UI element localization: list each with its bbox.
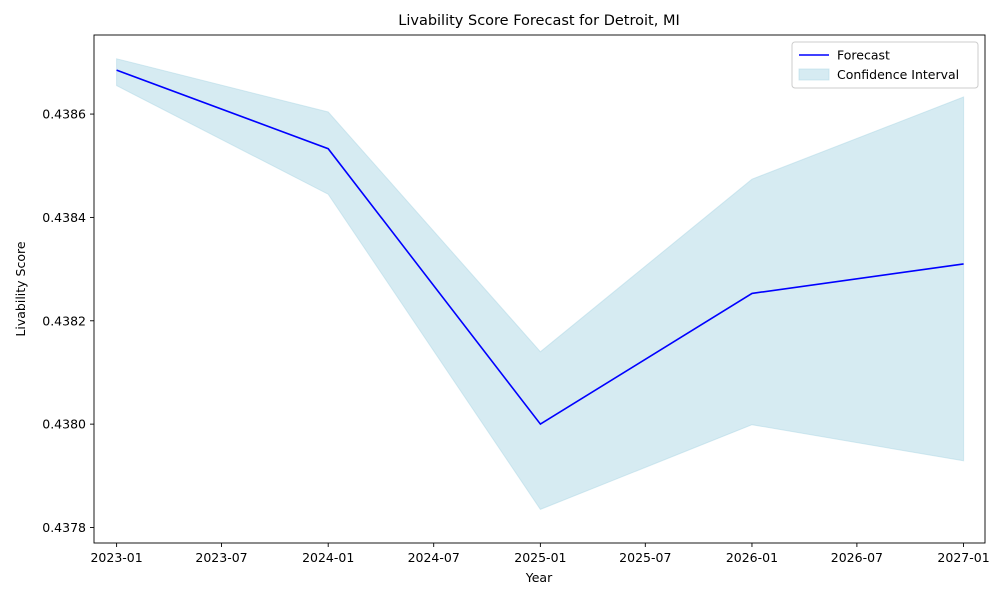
y-axis-label: Livability Score xyxy=(13,241,28,336)
forecast-line xyxy=(116,69,964,426)
x-tick-label: 2026-01 xyxy=(726,550,778,565)
plot-area xyxy=(93,34,986,544)
axes-frame xyxy=(93,34,986,544)
chart-title: Livability Score Forecast for Detroit, M… xyxy=(398,13,679,29)
x-tick-label: 2026-07 xyxy=(831,550,883,565)
x-axis-label: Year xyxy=(525,570,553,585)
x-tick-label: 2023-01 xyxy=(90,550,142,565)
y-tick-label: 0.4378 xyxy=(42,520,86,535)
x-tick-label: 2025-07 xyxy=(619,550,671,565)
legend-confidence-interval-swatch xyxy=(798,68,830,81)
y-tick-label: 0.4382 xyxy=(42,313,86,328)
legend-forecast-label: Forecast xyxy=(837,48,890,63)
x-tick-label: 2024-01 xyxy=(302,550,354,565)
x-tick-label: 2024-07 xyxy=(408,550,460,565)
x-tick-label: 2023-07 xyxy=(195,550,247,565)
legend-frame xyxy=(791,41,979,89)
x-tick-label: 2025-01 xyxy=(514,550,566,565)
y-axis: 0.4378 0.4380 0.4382 0.4384 0.4386 xyxy=(42,107,94,535)
x-axis: 2023-01 2023-07 2024-01 2024-07 2025-01 2025-… xyxy=(90,543,990,565)
legend-confidence-interval-label: Confidence Interval xyxy=(837,67,959,82)
y-tick-label: 0.4380 xyxy=(42,417,86,432)
confidence-interval-band xyxy=(116,58,965,511)
y-tick-label: 0.4386 xyxy=(42,107,86,122)
y-tick-label: 0.4384 xyxy=(42,210,86,225)
x-tick-label: 2027-01 xyxy=(937,550,989,565)
legend: Forecast Confidence Interval xyxy=(791,41,979,89)
